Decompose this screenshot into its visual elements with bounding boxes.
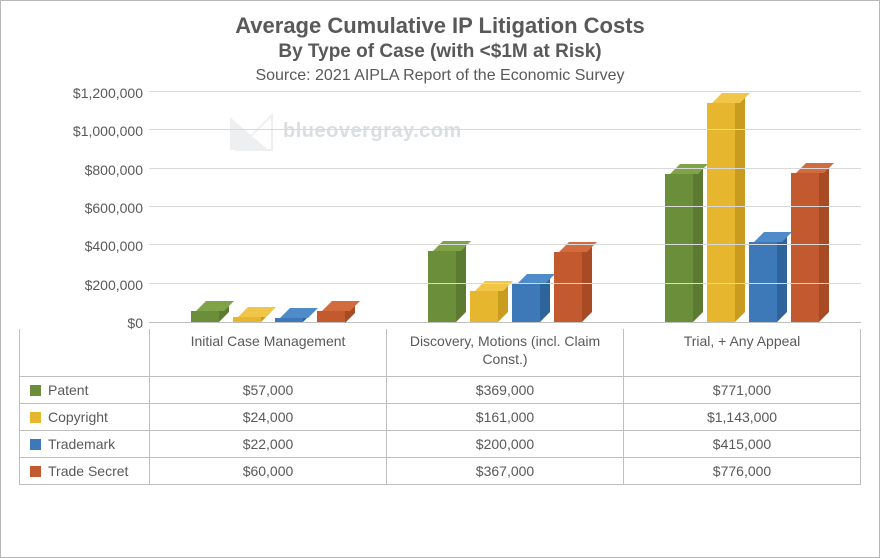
table-cell: $22,000 (150, 431, 387, 457)
table-cell: $200,000 (387, 431, 624, 457)
gridline (149, 206, 861, 207)
y-tick-label: $400,000 (85, 238, 143, 254)
bar (791, 173, 819, 322)
bar (665, 174, 693, 322)
legend-swatch-icon (30, 466, 41, 477)
y-axis: $0$200,000$400,000$600,000$800,000$1,000… (19, 93, 149, 323)
bar-group (149, 93, 386, 322)
data-table: Patent $57,000$369,000$771,000 Copyright $2… (20, 376, 860, 484)
y-tick-label: $800,000 (85, 162, 143, 178)
table-cell: $415,000 (624, 431, 860, 457)
series-legend-cell: Copyright (20, 404, 150, 430)
bar-group (624, 93, 861, 322)
x-axis-labels: Initial Case ManagementDiscovery, Motion… (150, 329, 860, 376)
legend-swatch-icon (30, 385, 41, 396)
gridline (149, 283, 861, 284)
series-name: Trade Secret (48, 463, 128, 479)
y-tick-label: $1,000,000 (73, 123, 143, 139)
gridline (149, 129, 861, 130)
series-name: Patent (48, 382, 88, 398)
table-cell: $57,000 (150, 377, 387, 403)
y-tick-label: $0 (127, 315, 143, 331)
bar (512, 284, 540, 322)
table-row: Trademark $22,000$200,000$415,000 (20, 431, 860, 458)
series-legend-cell: Patent (20, 377, 150, 403)
chart-source: Source: 2021 AIPLA Report of the Economi… (19, 67, 861, 85)
category-label: Discovery, Motions (incl. Claim Const.) (387, 329, 624, 376)
y-tick-label: $600,000 (85, 200, 143, 216)
series-legend-cell: Trade Secret (20, 458, 150, 484)
table-cell: $771,000 (624, 377, 860, 403)
chart-subtitle: By Type of Case (with <$1M at Risk) (19, 41, 861, 63)
category-label: Trial, + Any Appeal (624, 329, 860, 376)
table-cell: $367,000 (387, 458, 624, 484)
category-and-data-table: Initial Case ManagementDiscovery, Motion… (19, 329, 861, 485)
table-cell: $60,000 (150, 458, 387, 484)
table-cell: $24,000 (150, 404, 387, 430)
table-row: Trade Secret $60,000$367,000$776,000 (20, 458, 860, 484)
category-label: Initial Case Management (150, 329, 387, 376)
gridline (149, 168, 861, 169)
legend-swatch-icon (30, 439, 41, 450)
bar (275, 318, 303, 322)
chart-title: Average Cumulative IP Litigation Costs (19, 13, 861, 39)
series-legend-cell: Trademark (20, 431, 150, 457)
table-cell: $161,000 (387, 404, 624, 430)
chart-frame: Average Cumulative IP Litigation Costs B… (0, 0, 880, 558)
series-name: Trademark (48, 436, 115, 452)
table-row: Copyright $24,000$161,000$1,143,000 (20, 404, 860, 431)
table-row: Patent $57,000$369,000$771,000 (20, 377, 860, 404)
table-cell: $1,143,000 (624, 404, 860, 430)
titles-block: Average Cumulative IP Litigation Costs B… (19, 13, 861, 85)
chart-area: $0 $200,000 $400,000 $600,000 $800,000 $1,000… (19, 93, 861, 485)
table-cell: $776,000 (624, 458, 860, 484)
bar (233, 317, 261, 322)
bar (317, 311, 345, 323)
bar (191, 311, 219, 322)
table-cell: $369,000 (387, 377, 624, 403)
y-tick-label: $1,200,000 (73, 85, 143, 101)
series-name: Copyright (48, 409, 108, 425)
bar (707, 103, 735, 322)
y-tick-label: $200,000 (85, 277, 143, 293)
bar (470, 291, 498, 322)
bar-group (386, 93, 623, 322)
gridline (149, 91, 861, 92)
bar (428, 251, 456, 322)
plot-area: blueovergray.com (149, 93, 861, 323)
bar (554, 252, 582, 322)
gridline (149, 244, 861, 245)
legend-swatch-icon (30, 412, 41, 423)
